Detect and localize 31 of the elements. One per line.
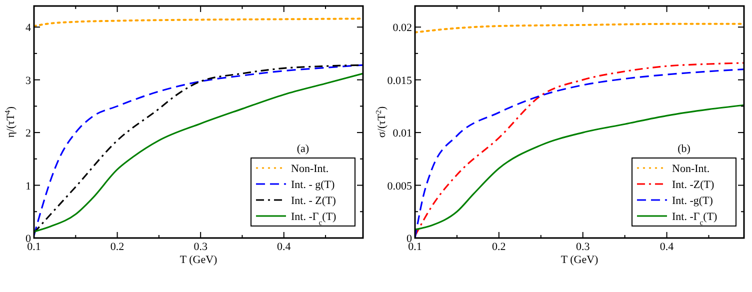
annotation: (b) (678, 143, 691, 155)
y-tick-label: 1 (26, 180, 31, 192)
y-tick-label: 0.005 (387, 180, 412, 192)
legend-label: Int. -g(T) (672, 195, 714, 207)
y-tick-label: 0.015 (387, 74, 412, 87)
x-tick-label: 0.3 (194, 241, 208, 253)
legend-label: Int. - g(T) (291, 179, 336, 191)
legend-label: Non-Int. (672, 163, 710, 175)
x-tick-label: 0.2 (110, 241, 124, 253)
y-tick-label: 4 (26, 22, 32, 34)
legend-label: Int. - Z(T) (291, 195, 336, 207)
line-series (34, 18, 363, 28)
y-tick-label: 2 (26, 128, 31, 140)
legend-label: Int. -Γ$_{c}$(T) (672, 211, 718, 226)
x-tick-label: 0.4 (660, 241, 674, 253)
y-tick-label: 0.02 (392, 22, 412, 34)
legend-label: Int. -Z(T) (672, 179, 714, 191)
x-tick-label: 0.1 (408, 241, 422, 253)
legend-label: Non-Int. (291, 163, 329, 175)
y-tick-label: 0.01 (392, 128, 412, 140)
legend-label: Int. -Γ$_{c}$(T) (291, 211, 337, 226)
x-axis-title: T (GeV) (560, 254, 599, 266)
x-tick-label: 0.4 (277, 241, 292, 253)
y-tick-label: 3 (26, 74, 32, 87)
x-tick-label: 0.1 (27, 241, 41, 253)
x-tick-label: 0.2 (492, 241, 506, 253)
x-axis-title: T (GeV) (180, 254, 218, 266)
x-tick-label: 0.3 (576, 241, 590, 253)
line-series (415, 22, 744, 34)
line-series (415, 104, 744, 230)
annotation: (a) (296, 143, 310, 155)
